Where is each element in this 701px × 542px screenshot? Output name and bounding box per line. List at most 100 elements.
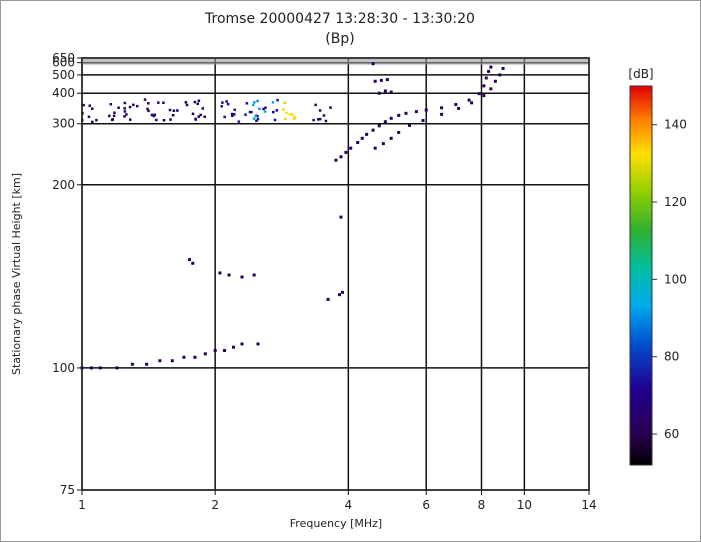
x-tick-label: 1 [78,498,86,512]
spread-point [282,108,285,111]
data-point [498,73,502,77]
y-tick-label: 400 [52,86,75,100]
spread-point [291,113,294,117]
data-point [360,136,364,140]
plot-border [81,57,590,491]
spread-point [225,100,228,103]
spread-point [191,112,195,116]
spread-point [255,119,258,123]
spread-point [318,109,322,112]
data-point [440,112,444,116]
data-point [339,215,343,219]
spread-point [253,101,256,104]
plot-area [81,57,590,491]
spread-point [285,111,288,115]
spread-point [244,113,247,116]
spread-point [147,102,150,105]
data-point [240,275,244,279]
spread-point [193,100,197,104]
spread-point [197,99,201,103]
spread-point [258,107,261,111]
colorbar-ticks: 60 80 100 120 140 [652,118,687,441]
colorbar-tick-label: 120 [664,195,687,209]
y-tick-label: 500 [52,68,75,82]
spread-point [276,98,279,102]
data-point [484,76,488,80]
data-point [501,66,505,70]
spread-point [283,101,287,105]
spread-point [176,109,179,112]
spread-point [162,101,165,105]
data-point [477,92,481,96]
spread-point [172,109,176,112]
data-point [389,136,393,140]
data-point [98,366,102,370]
data-point [240,342,244,346]
data-point [397,130,401,134]
spread-point [157,101,160,104]
spread-point [288,112,292,116]
spread-point [230,112,234,116]
data-point [493,79,497,83]
data-point [256,342,260,346]
spread-point [147,109,150,113]
data-point [482,84,486,88]
data-point [470,101,474,105]
data-point [454,103,458,107]
spread-point [171,113,175,117]
y-tick-label: 650 [52,51,75,65]
x-tick-label: 10 [517,498,532,512]
spread-point [322,114,326,117]
x-tick-label: 6 [422,498,430,512]
colorbar-tick-label: 140 [664,118,687,132]
y-tick-label: 300 [52,117,75,131]
spread-point [197,115,200,118]
x-tick-label: 14 [581,498,596,512]
colorbar-unit: [dB] [628,67,653,81]
spread-point [184,101,188,104]
spread-point [168,108,172,112]
data-point [404,111,408,115]
chart-title: Tromse 20000427 13:28:30 - 13:30:20 [204,11,475,27]
x-tick-label: 2 [211,498,219,512]
data-point [421,119,425,123]
data-point [457,106,461,110]
data-point [339,155,343,159]
spread-point [117,106,120,109]
data-point [191,261,195,265]
data-point [397,113,401,117]
data-point [373,79,377,83]
data-point [188,258,192,262]
y-axis-label: Stationary phase Virtual Height [km] [10,173,23,375]
spread-point [292,117,296,120]
spread-point [284,117,287,121]
data-point [489,87,493,91]
data-points [80,62,505,370]
spread-point [109,103,113,106]
spread-point [128,118,132,121]
data-point [182,355,186,359]
data-point [377,91,381,95]
spread-point [123,107,126,110]
spread-point [256,99,259,103]
spread-point [264,106,267,109]
data-point [218,271,222,275]
spread-point [153,113,157,117]
spread-point [314,103,317,107]
spread-point [201,107,205,110]
spread-point [150,113,154,117]
data-point [115,366,119,370]
spread-point [143,98,147,101]
spread-point [155,118,158,122]
spread-point [199,113,202,117]
spread-point [169,118,172,121]
spread-point [231,114,234,118]
data-point [158,359,162,363]
y-tick-label: 75 [60,483,75,497]
spread-point [123,115,126,118]
y-tick-label: 200 [52,178,75,192]
spread-point [220,105,223,108]
data-point [482,94,486,98]
spread-point [245,102,249,105]
